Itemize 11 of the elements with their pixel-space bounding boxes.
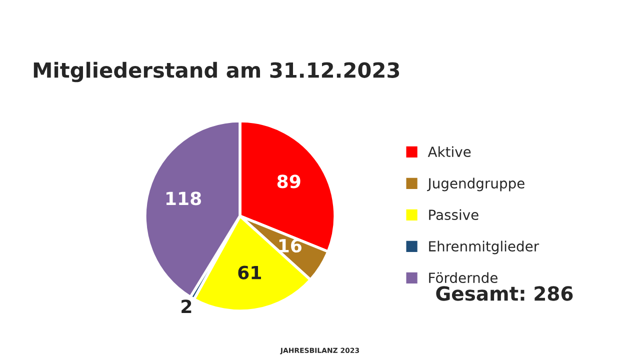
data-label: 61	[238, 266, 261, 280]
data-label: 2	[182, 300, 192, 313]
data-label: 89	[277, 174, 300, 188]
legend-label: Ehrenmitglieder	[429, 240, 540, 254]
text: Gesamt: 286	[436, 286, 573, 301]
legend-label: Aktive	[428, 146, 471, 158]
legend-label: Passive	[429, 209, 478, 220]
legend-label: Jugendgruppe	[427, 178, 524, 192]
data-label: 118	[166, 192, 202, 206]
chart-title: Mitgliederstand am 31.12.2023	[34, 62, 400, 82]
legend-label: Fördernde	[429, 272, 498, 284]
